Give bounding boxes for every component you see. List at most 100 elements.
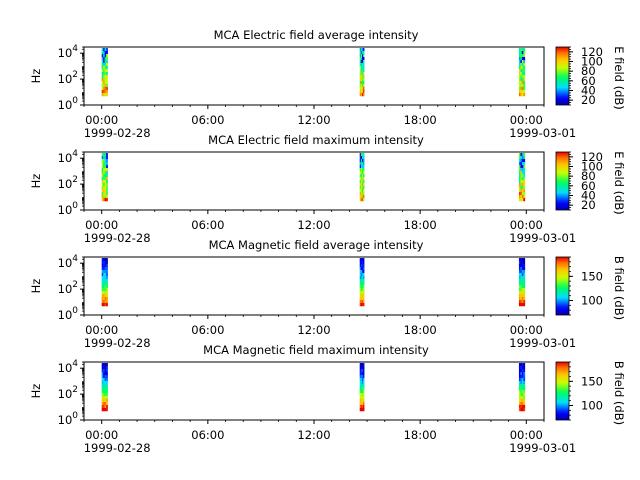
spectrogram-cell xyxy=(523,156,526,160)
spectrogram-cell xyxy=(106,381,108,385)
spectrogram-cell xyxy=(361,89,364,94)
spectrogram-cell xyxy=(361,179,364,184)
spectrogram-cell xyxy=(361,302,364,307)
spectrogram-cell xyxy=(521,267,524,271)
spectrogram-cell xyxy=(363,92,365,97)
spectrogram-cell xyxy=(359,54,362,58)
spectrogram-cell xyxy=(104,401,107,406)
spectrogram-cell xyxy=(359,293,362,298)
spectrogram-cell xyxy=(523,401,526,406)
spectrogram-cell xyxy=(106,293,108,298)
spectrogram-cell xyxy=(106,366,108,370)
spectrogram-cell xyxy=(520,378,523,382)
spectrogram-cell xyxy=(106,369,108,373)
colorbar-tick-label: 40 xyxy=(581,84,596,98)
spectrogram-cell xyxy=(104,293,107,298)
spectrogram-cell xyxy=(106,57,108,61)
x-date-label: 1999-03-01 xyxy=(509,231,576,245)
spectrogram-cell xyxy=(104,281,107,286)
spectrogram-cell xyxy=(523,378,526,382)
spectrogram-cell xyxy=(359,407,362,412)
spectrogram-cell xyxy=(363,68,365,73)
y-tick-label: 104 xyxy=(58,149,79,165)
spectrogram-cell xyxy=(520,74,523,79)
spectrogram-cell xyxy=(523,398,526,403)
x-tick-label: 06:00 xyxy=(191,218,224,232)
spectrogram-cell xyxy=(521,60,524,64)
spectrogram-cell xyxy=(520,168,523,172)
spectrogram-cell xyxy=(360,57,363,61)
spectrogram-cell xyxy=(360,74,363,79)
spectrogram-cell xyxy=(521,386,524,391)
spectrogram-cell xyxy=(363,299,365,304)
spectrogram-cell xyxy=(104,63,107,67)
panel-title: MCA Electric field maximum intensity xyxy=(208,133,424,147)
spectrogram-cell xyxy=(359,153,362,157)
spectrogram-cell xyxy=(363,77,365,82)
spectrogram-cell xyxy=(101,165,104,169)
spectrogram-cell xyxy=(518,276,521,280)
panel-title: MCA Magnetic field maximum intensity xyxy=(203,343,429,357)
spectrogram-block xyxy=(518,258,526,307)
spectrogram-cell xyxy=(360,176,363,181)
colorbar-tick-label: 120 xyxy=(581,150,603,164)
spectrogram-cell xyxy=(104,188,107,193)
spectrogram-cell xyxy=(101,71,104,76)
spectrogram-cell xyxy=(104,71,107,76)
spectrogram-cell xyxy=(101,284,104,289)
spectrogram-cell xyxy=(518,173,521,178)
spectrogram-cell xyxy=(104,179,107,184)
spectrogram-cell xyxy=(361,162,364,166)
spectrogram-cell xyxy=(363,156,365,160)
colorbar-tick-label: 60 xyxy=(581,179,596,193)
spectrogram-cell xyxy=(520,54,523,58)
axes-frame xyxy=(83,361,545,421)
spectrogram-cell xyxy=(363,375,365,379)
spectrogram-cell xyxy=(360,287,363,292)
spectrogram-cell xyxy=(359,378,362,382)
spectrogram-cell xyxy=(359,159,362,163)
spectrogram-cell xyxy=(363,281,365,286)
spectrogram-cell xyxy=(518,86,521,91)
spectrogram-cell xyxy=(361,188,364,193)
spectrogram-cell xyxy=(523,74,526,79)
spectrogram-cell xyxy=(103,378,105,382)
panel-title: MCA Magnetic field average intensity xyxy=(209,238,424,252)
spectrogram-cell xyxy=(363,159,365,163)
spectrogram-cell xyxy=(103,407,105,412)
spectrogram-cell xyxy=(518,51,521,55)
spectrogram-cell xyxy=(103,153,105,157)
spectrogram-cell xyxy=(360,162,363,166)
spectrogram-cell xyxy=(104,48,107,52)
spectrogram-cell xyxy=(360,173,363,178)
spectrogram-cell xyxy=(106,389,108,394)
spectrogram-cell xyxy=(101,74,104,79)
spectrogram-cell xyxy=(523,173,526,178)
spectrogram-cell xyxy=(518,381,521,385)
spectrogram-cell xyxy=(103,74,105,79)
spectrogram-cell xyxy=(361,392,364,397)
spectrogram-cell xyxy=(520,296,523,301)
spectrogram-cell xyxy=(521,276,524,280)
spectrogram-cell xyxy=(104,299,107,304)
colorbar-tick-label: 150 xyxy=(581,269,603,283)
spectrogram-cell xyxy=(521,197,524,202)
spectrogram-cell xyxy=(523,381,526,385)
spectrogram-cell xyxy=(101,398,104,403)
spectrogram-cell xyxy=(101,51,104,55)
spectrogram-cell xyxy=(521,398,524,403)
spectrogram-cell xyxy=(523,273,526,277)
spectrogram-cell xyxy=(359,176,362,181)
spectrogram-cell xyxy=(101,258,104,262)
spectrogram-cell xyxy=(520,197,523,202)
spectrogram-cell xyxy=(521,281,524,286)
spectrogram-cell xyxy=(363,284,365,289)
spectrogram-cell xyxy=(521,171,524,175)
spectrogram-cell xyxy=(361,267,364,271)
spectrogram-cell xyxy=(523,261,526,265)
spectrogram-cell xyxy=(520,290,523,295)
spectrogram-cell xyxy=(360,404,363,409)
spectrogram-cell xyxy=(359,80,362,85)
